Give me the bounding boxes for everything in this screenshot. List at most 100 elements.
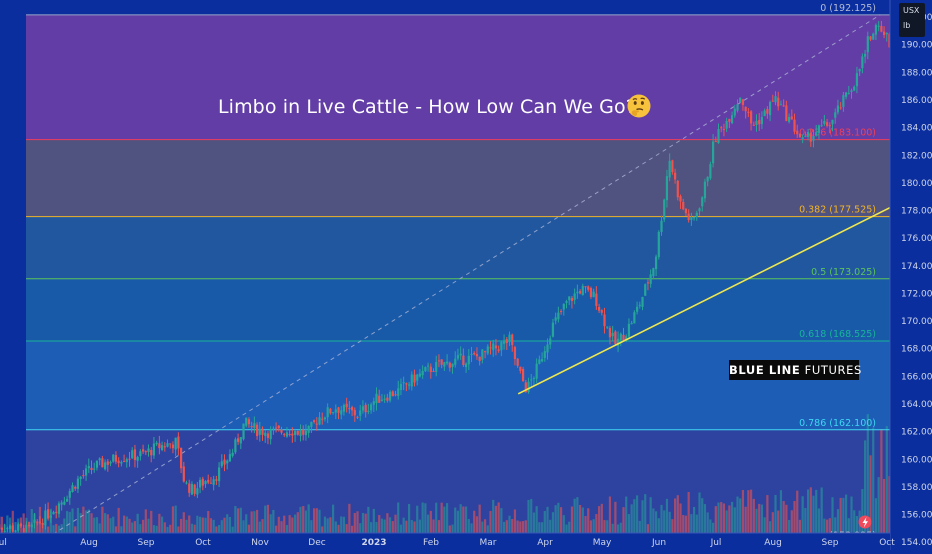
candle-body xyxy=(473,353,475,354)
candle-body xyxy=(541,359,543,361)
volume-bar xyxy=(153,525,155,533)
volume-bar xyxy=(63,519,65,533)
fib-label-0.5: 0.5 (173.025) xyxy=(811,267,876,278)
candle-body xyxy=(416,375,418,381)
volume-bar xyxy=(758,504,760,533)
candle-body xyxy=(359,411,361,416)
volume-bar xyxy=(441,503,443,533)
volume-bar xyxy=(210,518,212,533)
candle-body xyxy=(215,479,217,481)
volume-bar xyxy=(248,525,250,533)
volume-bar xyxy=(449,526,451,533)
lightning-icon[interactable] xyxy=(859,516,872,529)
volume-bar xyxy=(204,518,206,533)
candle-body xyxy=(557,313,559,320)
volume-bar xyxy=(310,520,312,533)
candle-body xyxy=(378,396,380,403)
volume-bar xyxy=(313,508,315,533)
candle-body xyxy=(153,444,155,456)
volume-bar xyxy=(736,497,738,533)
volume-bar xyxy=(783,501,785,533)
candle-body xyxy=(99,458,101,460)
volume-bar xyxy=(47,526,49,533)
price-axis-bg xyxy=(890,0,932,550)
volume-bar xyxy=(612,524,614,533)
volume-bar xyxy=(717,503,719,533)
volume-bar xyxy=(685,516,687,533)
volume-bar xyxy=(147,519,149,533)
volume-bar xyxy=(593,519,595,533)
volume-bar xyxy=(840,498,842,533)
candle-body xyxy=(261,429,263,435)
candle-body xyxy=(530,379,532,380)
price-axis[interactable]: 154.000156.000158.000160.000162.000164.0… xyxy=(890,0,932,550)
volume-bar xyxy=(614,502,616,533)
unit-selector[interactable]: USX lb xyxy=(899,3,925,37)
candle-body xyxy=(867,36,869,52)
volume-bar xyxy=(392,521,394,533)
volume-bar xyxy=(633,499,635,533)
volume-bar xyxy=(527,500,529,533)
volume-bar xyxy=(145,509,147,533)
candle-body xyxy=(90,468,92,470)
volume-bar xyxy=(669,512,671,533)
candle-body xyxy=(71,485,73,492)
time-tick-label: Jul xyxy=(0,538,7,548)
candle-body xyxy=(745,107,747,111)
candle-body xyxy=(693,217,695,218)
candle-body xyxy=(788,117,790,122)
candle-body xyxy=(55,512,57,513)
volume-bar xyxy=(465,506,467,533)
volume-bar xyxy=(750,490,752,533)
time-tick-label: 2023 xyxy=(361,538,386,548)
volume-bar xyxy=(867,414,869,533)
blue-line-futures-logo: BLUE LINE FUTURES xyxy=(729,360,859,380)
candle-body xyxy=(747,112,749,113)
candle-body xyxy=(299,430,301,436)
volume-bar xyxy=(245,514,247,533)
volume-bar xyxy=(71,508,73,533)
volume-bar xyxy=(544,511,546,533)
candle-body xyxy=(234,439,236,452)
volume-bar xyxy=(555,505,557,533)
candle-body xyxy=(826,122,828,126)
price-tick-label: 190.000 xyxy=(901,41,932,51)
candle-body xyxy=(101,458,103,467)
volume-bar xyxy=(430,511,432,533)
candle-body xyxy=(88,466,90,468)
candle-body xyxy=(549,338,551,344)
candle-body xyxy=(574,293,576,300)
candle-body xyxy=(69,491,71,498)
volume-bar xyxy=(175,506,177,533)
volume-bar xyxy=(131,522,133,533)
volume-bar xyxy=(590,520,592,533)
candle-body xyxy=(717,129,719,143)
volume-bar xyxy=(74,526,76,533)
thinking-face-icon xyxy=(626,93,652,119)
volume-bar xyxy=(777,511,779,533)
time-tick-label: Sep xyxy=(138,538,155,548)
chart-title: Limbo in Live Cattle - How Low Can We Go… xyxy=(218,96,636,118)
candle-body xyxy=(796,131,798,135)
candle-body xyxy=(362,406,364,410)
candle-body xyxy=(365,405,367,412)
candle-body xyxy=(58,503,60,513)
unit-currency: USX xyxy=(903,3,925,18)
volume-bar xyxy=(82,507,84,533)
candle-body xyxy=(508,335,510,342)
candle-body xyxy=(853,87,855,91)
time-axis[interactable]: JulAugSepOctNovDec2023FebMarAprMayJunJul… xyxy=(0,533,895,550)
volume-bar xyxy=(253,511,255,533)
candle-body xyxy=(137,457,139,461)
volume-bar xyxy=(112,517,114,533)
volume-bar xyxy=(875,498,877,533)
candle-body xyxy=(791,116,793,119)
candle-body xyxy=(9,526,11,529)
candle-body xyxy=(289,434,291,435)
volume-bar xyxy=(728,505,730,533)
candle-body xyxy=(139,451,141,456)
volume-bar xyxy=(826,520,828,533)
candle-body xyxy=(310,422,312,427)
candle-body xyxy=(33,520,35,523)
